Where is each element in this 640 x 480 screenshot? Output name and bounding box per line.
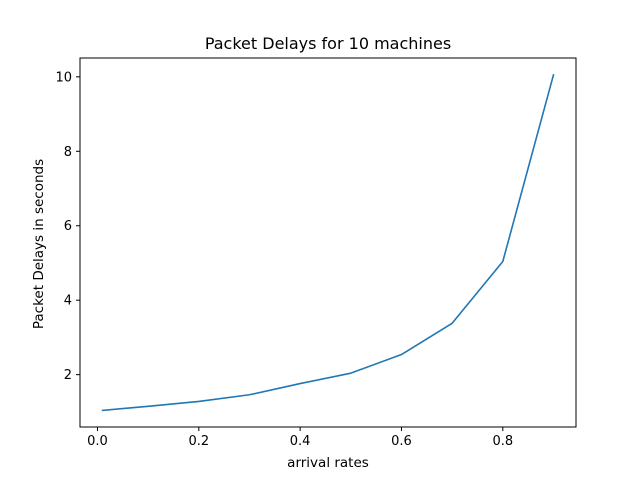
y-tick-label: 6: [64, 219, 72, 234]
y-axis-label: Packet Delays in seconds: [31, 159, 47, 329]
axes-frame: [79, 57, 577, 428]
series-line: [101, 73, 555, 412]
plot-area: [101, 73, 555, 412]
x-tick-label: 0.4: [290, 434, 311, 449]
chart-title: Packet Delays for 10 machines: [205, 34, 451, 53]
x-tick-label: 0.0: [87, 434, 108, 449]
x-tick-label: 0.6: [391, 434, 412, 449]
x-axis-label: arrival rates: [287, 455, 369, 471]
x-tick-label: 0.2: [188, 434, 209, 449]
x-tick-label: 0.8: [492, 434, 513, 449]
y-tick-label: 4: [64, 294, 72, 309]
x-axis-ticks: 0.0 0.2 0.4 0.6 0.8: [87, 427, 513, 449]
y-tick-label: 10: [55, 70, 72, 85]
y-axis-ticks: 2 4 6 8 10: [55, 70, 80, 383]
y-tick-label: 8: [64, 145, 72, 160]
y-tick-label: 2: [64, 368, 72, 383]
